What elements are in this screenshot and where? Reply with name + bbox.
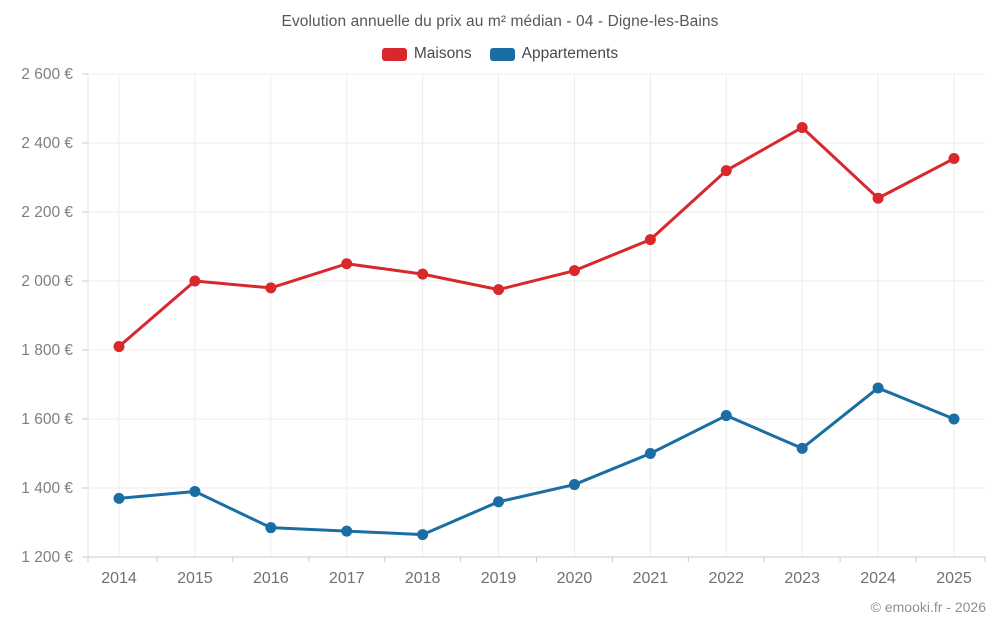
x-tick-label: 2021 <box>633 570 669 587</box>
data-point-appartements-2020[interactable] <box>568 479 580 491</box>
x-tick-label: 2025 <box>936 570 972 587</box>
x-tick-label: 2024 <box>860 570 896 587</box>
x-tick-label: 2017 <box>329 570 365 587</box>
data-point-maisons-2014[interactable] <box>113 341 125 353</box>
x-tick-label: 2019 <box>481 570 517 587</box>
data-point-appartements-2018[interactable] <box>417 529 429 541</box>
data-point-maisons-2022[interactable] <box>720 165 732 177</box>
x-gridlines <box>118 74 955 557</box>
data-point-appartements-2025[interactable] <box>948 413 960 425</box>
y-tick-label: 2 000 € <box>21 273 73 290</box>
y-gridlines <box>82 73 985 558</box>
legend-item-maisons[interactable]: Maisons <box>381 45 472 63</box>
data-point-maisons-2016[interactable] <box>265 282 277 294</box>
legend-label-maisons: Maisons <box>413 45 472 62</box>
series-line-appartements <box>117 386 956 537</box>
data-point-maisons-2020[interactable] <box>568 265 580 277</box>
y-tick-label: 1 400 € <box>21 480 73 497</box>
series-line-maisons <box>117 125 956 349</box>
data-point-appartements-2015[interactable] <box>189 485 201 497</box>
data-point-appartements-2024[interactable] <box>872 382 884 394</box>
y-tick-label: 2 200 € <box>21 204 73 221</box>
y-tick-label: 1 800 € <box>21 342 73 359</box>
x-tick-label: 2020 <box>557 570 593 587</box>
legend: Maisons Appartements <box>0 45 1000 63</box>
x-tick-label: 2023 <box>784 570 820 587</box>
data-point-maisons-2025[interactable] <box>948 153 960 165</box>
maisons-swatch-icon <box>381 47 407 61</box>
copyright-text: © emooki.fr - 2026 <box>870 599 986 615</box>
x-tick-label: 2022 <box>708 570 744 587</box>
data-point-maisons-2021[interactable] <box>644 234 656 246</box>
legend-label-appartements: Appartements <box>521 45 619 62</box>
data-point-appartements-2022[interactable] <box>720 410 732 422</box>
data-point-appartements-2014[interactable] <box>113 492 125 504</box>
chart-title: Evolution annuelle du prix au m² médian … <box>281 13 719 30</box>
data-point-maisons-2017[interactable] <box>341 258 353 270</box>
data-point-appartements-2023[interactable] <box>796 442 808 454</box>
data-point-appartements-2021[interactable] <box>644 448 656 459</box>
y-tick-label: 2 600 € <box>21 66 73 83</box>
y-tick-label: 1 600 € <box>21 411 73 428</box>
y-tick-label: 2 400 € <box>21 135 73 152</box>
x-axis-labels: 2014 2015 2016 2017 2018 2019 2020 2021 2022 2023… <box>101 570 972 587</box>
data-point-maisons-2023[interactable] <box>796 121 808 133</box>
x-tick-label: 2014 <box>101 570 137 587</box>
x-tick-label: 2016 <box>253 570 289 587</box>
x-tick-label: 2018 <box>405 570 441 587</box>
legend-item-appartements[interactable]: Appartements <box>489 45 619 63</box>
appartements-swatch-icon <box>489 47 515 61</box>
data-point-appartements-2019[interactable] <box>493 496 505 508</box>
x-axis-ticks <box>87 557 986 562</box>
data-point-maisons-2024[interactable] <box>872 192 884 204</box>
data-point-appartements-2016[interactable] <box>265 522 277 534</box>
series-maisons <box>113 121 960 353</box>
series-appartements <box>113 382 960 541</box>
y-axis-labels: 1 200 € 1 400 € 1 600 € 1 800 € 2 000 € 2 200… <box>21 66 73 566</box>
data-point-appartements-2017[interactable] <box>341 525 353 537</box>
data-point-maisons-2019[interactable] <box>493 284 505 296</box>
x-tick-label: 2015 <box>177 570 213 587</box>
y-tick-label: 1 200 € <box>21 549 73 566</box>
data-point-maisons-2018[interactable] <box>417 268 429 280</box>
data-point-maisons-2015[interactable] <box>189 275 201 287</box>
